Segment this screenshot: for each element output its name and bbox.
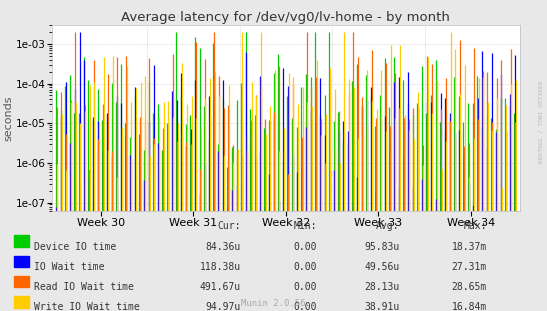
Text: Munin 2.0.56: Munin 2.0.56 [241,299,306,308]
Text: RRDTOOL / TOBI OETIKER: RRDTOOL / TOBI OETIKER [538,80,543,163]
Text: 94.97u: 94.97u [206,302,241,311]
Text: 16.84m: 16.84m [452,302,487,311]
Text: Avg:: Avg: [376,221,399,231]
Bar [14,296,29,308]
Text: 49.56u: 49.56u [364,262,399,272]
Text: Max:: Max: [463,221,487,231]
Text: 491.67u: 491.67u [200,282,241,292]
Text: 0.00: 0.00 [294,242,317,252]
Text: Min:: Min: [294,221,317,231]
Text: Write IO Wait time: Write IO Wait time [34,302,140,311]
Title: Average latency for /dev/vg0/lv-home - by month: Average latency for /dev/vg0/lv-home - b… [121,11,450,24]
Text: Cur:: Cur: [217,221,241,231]
Text: 0.00: 0.00 [294,302,317,311]
Text: IO Wait time: IO Wait time [34,262,105,272]
Text: Device IO time: Device IO time [34,242,117,252]
Text: 28.65m: 28.65m [452,282,487,292]
Text: 0.00: 0.00 [294,262,317,272]
Text: 0.00: 0.00 [294,282,317,292]
Text: 18.37m: 18.37m [452,242,487,252]
Bar [14,276,29,287]
Text: 118.38u: 118.38u [200,262,241,272]
Bar [14,256,29,267]
Text: 27.31m: 27.31m [452,262,487,272]
Text: 95.83u: 95.83u [364,242,399,252]
Y-axis label: seconds: seconds [3,95,13,141]
Text: 84.36u: 84.36u [206,242,241,252]
Text: Read IO Wait time: Read IO Wait time [34,282,135,292]
Bar [14,235,29,247]
Text: 38.91u: 38.91u [364,302,399,311]
Text: 28.13u: 28.13u [364,282,399,292]
